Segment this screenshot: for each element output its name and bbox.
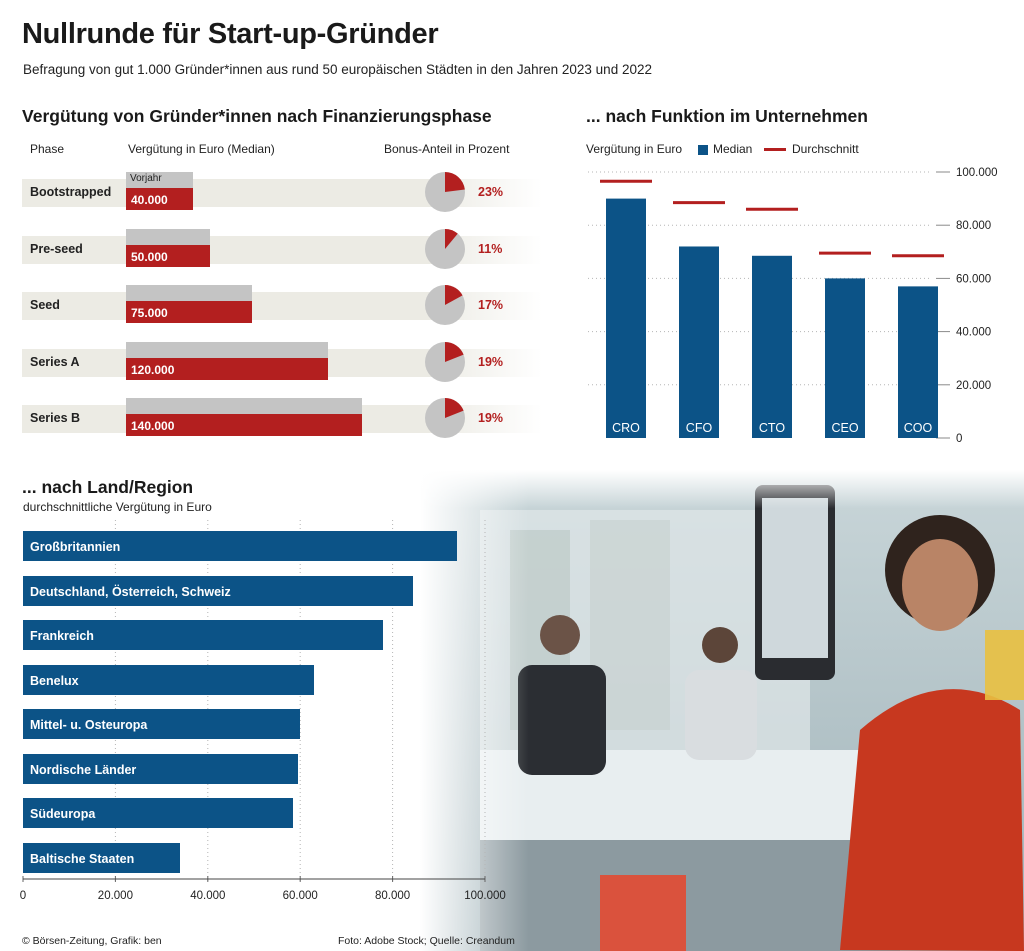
x-tick-label: 80.000 <box>375 890 410 902</box>
function-axis-label: Vergütung in Euro <box>586 142 683 156</box>
x-tick-label: 60.000 <box>283 890 318 902</box>
region-bar: Benelux <box>23 664 315 695</box>
bonus-pie <box>425 341 465 382</box>
category-label: CRO <box>612 421 640 435</box>
bonus-pie-slice <box>445 341 464 362</box>
legend-median-swatch <box>698 145 708 155</box>
current-year-bar: 140.000 <box>126 414 362 436</box>
footer-source: Foto: Adobe Stock; Quelle: Creandum <box>338 935 515 947</box>
previous-year-label: Vorjahr <box>130 173 162 184</box>
office-photo <box>420 470 1024 951</box>
category-label: CFO <box>686 421 713 435</box>
x-tick-label: 20.000 <box>98 890 133 902</box>
phase-column-header: Phase <box>30 142 65 156</box>
bonus-percent-label: 23% <box>478 185 504 199</box>
median-bar <box>825 278 865 438</box>
region-bar: Frankreich <box>23 620 384 650</box>
phase-label: Series B <box>30 411 81 425</box>
bonus-column-header: Bonus-Anteil in Prozent <box>384 142 510 156</box>
bonus-pie <box>425 398 465 438</box>
y-tick-label: 80.000 <box>956 220 991 232</box>
median-bar <box>606 198 646 438</box>
legend-average-label: Durchschnitt <box>792 142 859 156</box>
region-bar: Südeuropa <box>23 798 294 828</box>
current-year-bar: 75.000 <box>126 301 253 323</box>
current-year-bar: 40.000 <box>126 188 194 210</box>
y-tick-label: 40.000 <box>956 327 991 339</box>
x-tick-label: 40.000 <box>190 890 225 902</box>
bonus-pie <box>425 285 465 325</box>
bonus-pie <box>425 172 465 212</box>
phase-label: Bootstrapped <box>30 185 112 199</box>
page-subtitle: Befragung von gut 1.000 Gründer*innen au… <box>23 62 652 77</box>
page-title: Nullrunde für Start-up-Gründer <box>22 18 439 50</box>
legend-median-label: Median <box>713 142 753 156</box>
bonus-pie-slice <box>445 285 463 305</box>
y-tick-label: 60.000 <box>956 273 991 285</box>
median-bar <box>752 255 792 438</box>
region-bar: Großbritannien <box>23 531 458 561</box>
phase-section-title: Vergütung von Gründer*innen nach Finanzi… <box>22 106 492 126</box>
phase-label: Seed <box>30 298 60 312</box>
phase-label: Series A <box>30 354 80 369</box>
legend-average-swatch <box>764 148 786 151</box>
bonus-percent-label: 19% <box>478 411 504 425</box>
region-bar: Baltische Staaten <box>23 842 181 873</box>
phase-label: Pre-seed <box>30 241 83 256</box>
current-year-bar: 120.000 <box>126 357 329 380</box>
region-section-subtitle: durchschnittliche Vergütung in Euro <box>23 500 212 514</box>
y-tick-label: 0 <box>956 433 962 445</box>
bonus-percent-label: 17% <box>478 298 504 312</box>
current-year-bar: 50.000 <box>126 244 211 267</box>
median-bar <box>898 286 938 438</box>
region-section-title: ... nach Land/Region <box>22 477 194 497</box>
bonus-pie-slice <box>445 398 464 418</box>
salary-column-header: Vergütung in Euro (Median) <box>128 142 275 156</box>
y-tick-label: 100.000 <box>956 167 998 179</box>
x-tick-label: 0 <box>20 890 26 902</box>
region-bar: Mittel- u. Osteuropa <box>23 709 301 739</box>
footer-credit: © Börsen-Zeitung, Grafik: ben <box>22 935 162 947</box>
category-label: CEO <box>831 421 858 435</box>
y-tick-label: 20.000 <box>956 380 991 392</box>
function-section-title: ... nach Funktion im Unternehmen <box>586 106 868 126</box>
bonus-pie-slice <box>445 172 465 192</box>
region-bar: Nordische Länder <box>23 753 298 784</box>
bonus-pie <box>425 228 465 269</box>
bonus-pie-slice <box>445 228 458 249</box>
category-label: COO <box>904 421 933 435</box>
function-chart: 0 20.000 40.000 60.000 80.000 100.000 CRO CFO CT… <box>588 167 998 445</box>
region-chart: 0 20.000 40.000 60.000 80.000 100.000 Großbrit… <box>0 520 520 920</box>
bonus-percent-label: 11% <box>478 241 503 256</box>
bonus-percent-label: 19% <box>478 354 504 369</box>
category-label: CTO <box>759 421 785 435</box>
median-bar <box>679 246 719 438</box>
x-tick-label: 100.000 <box>464 890 506 902</box>
region-bar: Deutschland, Österreich, Schweiz <box>23 575 414 606</box>
